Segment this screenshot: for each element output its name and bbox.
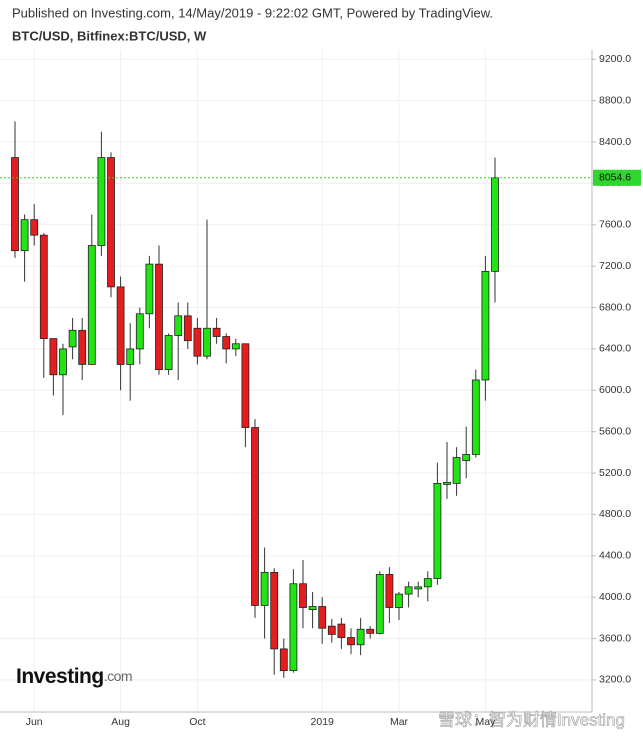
y-tick-label: 6800.0: [599, 301, 631, 313]
candle-body: [491, 177, 499, 272]
published-note: Published on Investing.com, 14/May/2019 …: [12, 5, 493, 20]
candle-body: [251, 427, 259, 606]
candle-body: [356, 628, 365, 646]
candle-body: [270, 571, 279, 650]
candle-body: [366, 628, 375, 634]
x-tick-label: Mar: [390, 716, 409, 728]
x-tick-label: Oct: [189, 716, 205, 728]
candle-body: [59, 348, 67, 376]
watermark: 雪球：智为财情Investing: [438, 710, 625, 729]
candle-body: [318, 606, 327, 629]
y-tick-label: 4800.0: [599, 508, 631, 520]
candle-body: [279, 648, 288, 672]
candle-body: [155, 263, 163, 371]
x-tick-label: Jun: [26, 716, 43, 728]
candle-body: [30, 219, 39, 236]
y-tick-label: 6400.0: [599, 343, 631, 355]
candle-body: [231, 343, 240, 350]
candle-body: [174, 315, 183, 336]
candle-body: [471, 379, 480, 455]
candle-body: [299, 583, 307, 608]
candle-body: [78, 329, 87, 365]
candles: [11, 121, 499, 678]
candle-body: [145, 263, 154, 315]
candle-body: [87, 245, 96, 365]
y-tick-label: 9200.0: [599, 53, 631, 65]
y-tick-label: 5600.0: [599, 425, 631, 437]
x-tick-label: 2019: [311, 716, 335, 728]
y-tick-label: 7600.0: [599, 219, 631, 231]
candle-body: [452, 457, 461, 484]
candle-body: [116, 286, 125, 365]
candle-body: [289, 583, 298, 672]
candle-body: [212, 327, 221, 337]
last-price-box: [593, 169, 641, 186]
candle-body: [68, 329, 77, 348]
candle-body: [11, 157, 19, 252]
candle-body: [203, 327, 211, 357]
candle-body: [39, 234, 48, 339]
y-tick-label: 3200.0: [599, 674, 631, 686]
candle-body: [164, 335, 173, 371]
y-tick-label: 8800.0: [599, 94, 631, 106]
candle-body: [385, 574, 394, 608]
candle-body: [462, 454, 471, 462]
symbol-title: BTC/USD, Bitfinex:BTC/USD, W: [12, 28, 207, 43]
y-tick-label: 3600.0: [599, 632, 631, 644]
x-tick-label: Aug: [111, 716, 130, 728]
candle-body: [49, 338, 58, 376]
logo: Investing.com: [16, 665, 132, 688]
candle-body: [433, 483, 442, 579]
candle-body: [193, 327, 202, 357]
candle-body: [107, 157, 115, 288]
candle-body: [241, 343, 250, 428]
candle-body: [183, 315, 192, 342]
y-tick-label: 5200.0: [599, 467, 631, 479]
candle-body: [97, 157, 106, 246]
candle-body: [222, 336, 231, 350]
y-tick-label: 6000.0: [599, 384, 631, 396]
candle-body: [404, 586, 413, 595]
y-tick-label: 4400.0: [599, 550, 631, 562]
candle-body: [260, 571, 269, 606]
candle-body: [347, 637, 355, 646]
candle-body: [414, 586, 423, 590]
y-tick-label: 7200.0: [599, 260, 631, 272]
candle-body: [443, 481, 451, 485]
candle-body: [126, 348, 135, 365]
last-price-label: 8054.6: [599, 172, 631, 184]
candle-body: [423, 578, 432, 588]
candle-body: [395, 593, 403, 608]
candle-body: [375, 574, 384, 634]
x-tick-label: May: [475, 716, 496, 728]
candle-body: [337, 623, 346, 638]
y-tick-label: 4000.0: [599, 591, 631, 603]
candle-body: [481, 270, 490, 381]
candle-body: [327, 625, 336, 635]
candle-body: [20, 219, 29, 252]
candle-body: [135, 313, 144, 350]
y-tick-label: 8400.0: [599, 136, 631, 148]
candle-body: [308, 606, 317, 610]
